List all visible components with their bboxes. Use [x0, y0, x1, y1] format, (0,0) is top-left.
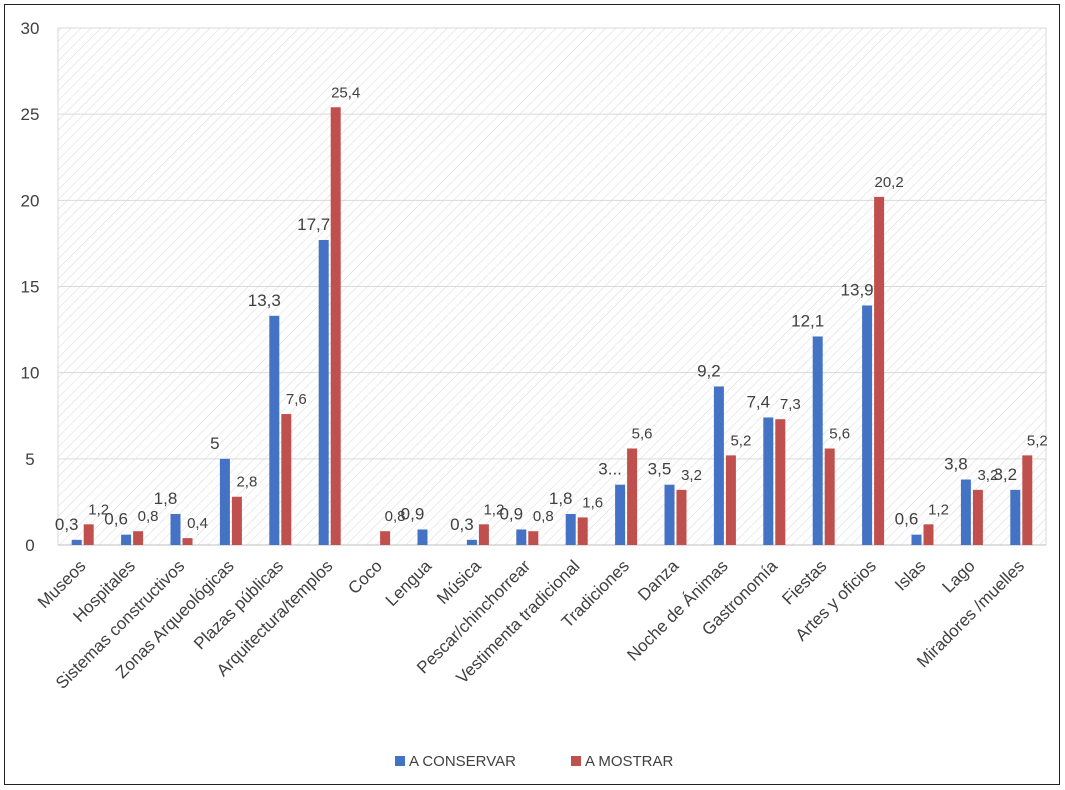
x-tick-label: Plazas públicas: [190, 556, 287, 653]
y-tick-label: 0: [25, 536, 34, 555]
y-axis-ticks: 0 5 10 15 20 25 30: [21, 19, 40, 555]
bar-a-conservar: [763, 417, 774, 545]
bar-a-conservar: [862, 305, 873, 545]
y-tick-label: 5: [25, 450, 34, 469]
data-label: 25,4: [331, 84, 360, 101]
bar-a-conservar: [911, 534, 922, 545]
bar-a-mostrar: [380, 531, 391, 545]
x-tick-label: Lengua: [382, 556, 436, 610]
bar-a-conservar: [170, 513, 181, 545]
data-label: 0,9: [401, 504, 425, 523]
data-label: 20,2: [874, 174, 903, 191]
bar-a-conservar: [713, 386, 724, 545]
bar-a-mostrar: [775, 419, 786, 545]
legend-swatch-a-conservar: [395, 756, 405, 766]
data-label: 3,2: [993, 465, 1017, 484]
bar-a-mostrar: [725, 455, 736, 545]
data-label: 0,8: [138, 508, 159, 525]
data-label: 1,6: [582, 494, 603, 511]
bar-a-mostrar: [528, 531, 539, 545]
data-label: 1,2: [483, 501, 504, 518]
data-label: 7,3: [780, 396, 801, 413]
bar-a-mostrar: [627, 448, 638, 545]
bar-a-mostrar: [281, 414, 292, 545]
bar-a-conservar: [1010, 489, 1021, 545]
data-label: 5,2: [730, 432, 751, 449]
bars: [71, 107, 1033, 546]
bar-a-conservar: [318, 239, 329, 545]
data-label: 5,6: [829, 425, 850, 442]
bar-a-mostrar: [972, 489, 983, 545]
x-tick-label: Danza: [634, 556, 683, 605]
data-label: 0,6: [895, 510, 919, 529]
data-label: 0,3: [450, 515, 474, 534]
legend-swatch-a-mostrar: [571, 756, 581, 766]
bar-a-conservar: [466, 539, 477, 545]
bar-a-mostrar: [182, 538, 193, 545]
bar-a-mostrar: [478, 524, 489, 545]
bar-a-mostrar: [824, 448, 835, 545]
data-label: 9,2: [697, 361, 721, 380]
bar-a-mostrar: [874, 196, 885, 546]
bar-a-mostrar: [133, 531, 144, 545]
bar-a-mostrar: [231, 496, 242, 545]
bar-a-conservar: [664, 484, 675, 545]
data-label: 7,6: [286, 391, 307, 408]
y-tick-label: 20: [21, 191, 40, 210]
bar-a-mostrar: [676, 489, 687, 545]
data-label: 13,3: [248, 291, 281, 310]
data-label: 0,3: [55, 515, 79, 534]
bar-a-conservar: [219, 458, 230, 545]
y-tick-label: 25: [21, 105, 40, 124]
bar-a-mostrar: [330, 107, 341, 546]
data-label: 3,8: [944, 455, 968, 474]
bar-a-mostrar: [923, 524, 934, 545]
data-label: 2,8: [236, 474, 257, 491]
bar-a-conservar: [269, 315, 280, 545]
data-label: 3,2: [681, 467, 702, 484]
bar-a-conservar: [960, 479, 971, 545]
x-tick-label: Islas: [891, 556, 929, 594]
bar-a-conservar: [516, 529, 527, 545]
data-label: 1,8: [549, 489, 573, 508]
data-label: 3...: [598, 460, 622, 479]
data-label: 1,8: [154, 489, 178, 508]
bar-a-conservar: [565, 513, 576, 545]
data-label: 3,5: [648, 460, 672, 479]
x-tick-label: Coco: [344, 556, 385, 597]
bar-a-conservar: [71, 539, 82, 545]
bar-a-conservar: [121, 534, 132, 545]
data-label: 5,2: [1027, 432, 1048, 449]
data-label: 12,1: [791, 311, 824, 330]
y-tick-label: 30: [21, 19, 40, 38]
data-label: 5,6: [632, 425, 653, 442]
y-tick-label: 15: [21, 278, 40, 297]
bar-a-conservar: [812, 336, 823, 545]
data-label: 0,6: [104, 510, 128, 529]
data-label: 0,4: [187, 515, 208, 532]
data-labels: 0,31,20,6 0,81,80,452,813,37,617,725,40,8…: [55, 84, 1048, 534]
bar-a-conservar: [417, 529, 428, 545]
data-label: 1,2: [88, 501, 109, 518]
legend-label-a-conservar: A CONSERVAR: [409, 753, 516, 770]
data-label: 3,2: [977, 467, 998, 484]
bar-a-mostrar: [577, 517, 588, 545]
y-tick-label: 10: [21, 364, 40, 383]
data-label: 5: [210, 434, 219, 453]
bar-a-mostrar: [1022, 455, 1033, 545]
data-label: 1,2: [928, 501, 949, 518]
data-label: 13,9: [841, 280, 874, 299]
data-label: 17,7: [297, 215, 330, 234]
legend: A CONSERVAR A MOSTRAR: [395, 753, 674, 770]
data-label: 0,9: [499, 504, 523, 523]
bar-a-mostrar: [83, 524, 94, 545]
x-tick-label: Lago: [939, 556, 979, 596]
legend-label-a-mostrar: A MOSTRAR: [585, 753, 674, 770]
data-label: 7,4: [746, 392, 770, 411]
bar-a-conservar: [615, 484, 626, 545]
data-label: 0,8: [533, 508, 554, 525]
data-label: 0,8: [385, 508, 406, 525]
